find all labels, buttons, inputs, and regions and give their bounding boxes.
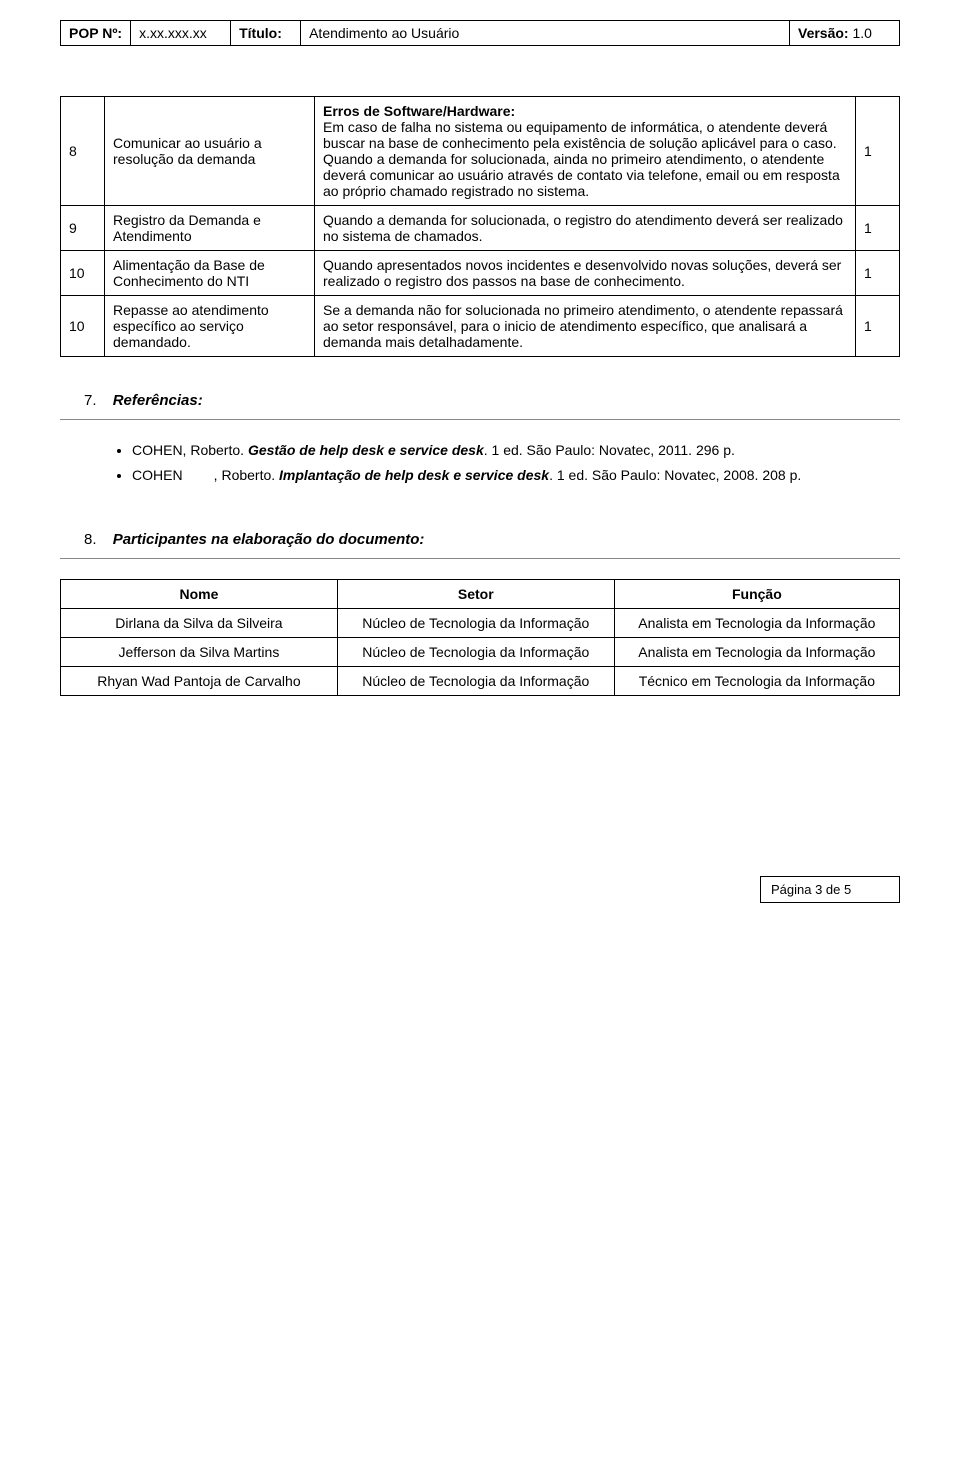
list-item: COHEN , Roberto. Implantação de help des… xyxy=(132,465,900,486)
row-last: 1 xyxy=(856,97,900,206)
row-desc: Quando a demanda for solucionada, o regi… xyxy=(315,206,856,251)
row-desc: Se a demanda não for solucionada no prim… xyxy=(315,296,856,357)
titulo-label: Título: xyxy=(231,21,301,46)
row-last: 1 xyxy=(856,251,900,296)
titulo-value: Atendimento ao Usuário xyxy=(301,21,790,46)
ref-title: Implantação de help desk e service desk xyxy=(279,467,549,483)
col-funcao: Função xyxy=(614,580,899,609)
cell-nome: Dirlana da Silva da Silveira xyxy=(61,609,338,638)
row-action: Registro da Demanda e Atendimento xyxy=(105,206,315,251)
divider xyxy=(60,419,900,420)
cell-funcao: Técnico em Tecnologia da Informação xyxy=(614,667,899,696)
row-action: Alimentação da Base de Conhecimento do N… xyxy=(105,251,315,296)
pop-value: x.xx.xxx.xx xyxy=(131,21,231,46)
row-action: Repasse ao atendimento específico ao ser… xyxy=(105,296,315,357)
table-row: Rhyan Wad Pantoja de Carvalho Núcleo de … xyxy=(61,667,900,696)
doc-header-table: POP Nº: x.xx.xxx.xx Título: Atendimento … xyxy=(60,20,900,46)
section-title: Referências: xyxy=(113,392,203,409)
row-num: 10 xyxy=(61,296,105,357)
references-list: COHEN, Roberto. Gestão de help desk e se… xyxy=(92,440,900,486)
ref-post: . 1 ed. São Paulo: Novatec, 2011. 296 p. xyxy=(484,442,735,458)
row-desc-title: Erros de Software/Hardware: xyxy=(323,103,515,119)
section-num: 7. xyxy=(84,392,97,409)
section-7-heading: 7. Referências: xyxy=(84,392,900,409)
section-num: 8. xyxy=(84,531,97,548)
row-last: 1 xyxy=(856,296,900,357)
row-action: Comunicar ao usuário a resolução da dema… xyxy=(105,97,315,206)
cell-nome: Jefferson da Silva Martins xyxy=(61,638,338,667)
row-desc-body: Em caso de falha no sistema ou equipamen… xyxy=(323,119,840,199)
list-item: COHEN, Roberto. Gestão de help desk e se… xyxy=(132,440,900,461)
col-setor: Setor xyxy=(337,580,614,609)
versao-value: 1.0 xyxy=(852,25,871,41)
versao-label: Versão: xyxy=(798,25,849,41)
cell-funcao: Analista em Tecnologia da Informação xyxy=(614,638,899,667)
row-desc: Quando apresentados novos incidentes e d… xyxy=(315,251,856,296)
page-footer: Página 3 de 5 xyxy=(760,876,900,903)
section-8-heading: 8. Participantes na elaboração do docume… xyxy=(84,531,900,548)
table-header-row: Nome Setor Função xyxy=(61,580,900,609)
table-row: 8 Comunicar ao usuário a resolução da de… xyxy=(61,97,900,206)
divider xyxy=(60,558,900,559)
row-num: 8 xyxy=(61,97,105,206)
table-row: 10 Repasse ao atendimento específico ao … xyxy=(61,296,900,357)
row-num: 9 xyxy=(61,206,105,251)
row-num: 10 xyxy=(61,251,105,296)
cell-setor: Núcleo de Tecnologia da Informação xyxy=(337,638,614,667)
pop-label: POP Nº: xyxy=(61,21,131,46)
row-desc: Erros de Software/Hardware: Em caso de f… xyxy=(315,97,856,206)
ref-pre: COHEN, Roberto. xyxy=(132,442,248,458)
procedure-table: 8 Comunicar ao usuário a resolução da de… xyxy=(60,96,900,357)
cell-setor: Núcleo de Tecnologia da Informação xyxy=(337,609,614,638)
versao-cell: Versão: 1.0 xyxy=(790,21,900,46)
participants-table: Nome Setor Função Dirlana da Silva da Si… xyxy=(60,579,900,696)
table-row: 9 Registro da Demanda e Atendimento Quan… xyxy=(61,206,900,251)
table-row: Jefferson da Silva Martins Núcleo de Tec… xyxy=(61,638,900,667)
col-nome: Nome xyxy=(61,580,338,609)
ref-title: Gestão de help desk e service desk xyxy=(248,442,484,458)
cell-nome: Rhyan Wad Pantoja de Carvalho xyxy=(61,667,338,696)
ref-pre: COHEN , Roberto. xyxy=(132,467,279,483)
table-row: Dirlana da Silva da Silveira Núcleo de T… xyxy=(61,609,900,638)
cell-setor: Núcleo de Tecnologia da Informação xyxy=(337,667,614,696)
section-title: Participantes na elaboração do documento… xyxy=(113,531,425,548)
ref-post: . 1 ed. São Paulo: Novatec, 2008. 208 p. xyxy=(549,467,801,483)
table-row: 10 Alimentação da Base de Conhecimento d… xyxy=(61,251,900,296)
cell-funcao: Analista em Tecnologia da Informação xyxy=(614,609,899,638)
row-last: 1 xyxy=(856,206,900,251)
